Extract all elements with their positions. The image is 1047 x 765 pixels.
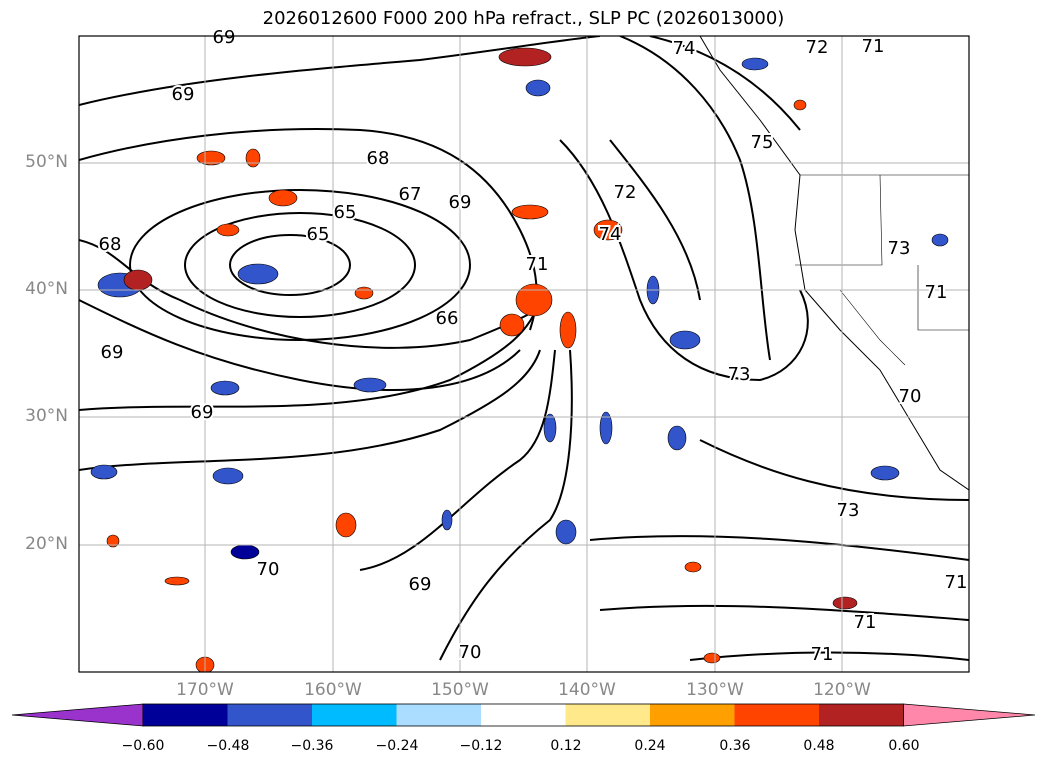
lon-label-160w: 160°W xyxy=(304,680,362,700)
colorbar-swatch xyxy=(227,704,312,726)
contour-label: 71 xyxy=(526,254,549,275)
lat-label-40n: 40°N xyxy=(25,279,68,299)
colorbar-tick: 0.36 xyxy=(719,738,751,754)
contour-label: 71 xyxy=(925,282,948,303)
contour-label: 68 xyxy=(99,234,122,255)
lat-label-20n: 20°N xyxy=(25,534,68,554)
colorbar xyxy=(11,703,1036,727)
lon-label-120w: 120°W xyxy=(813,680,871,700)
colorbar-swatch xyxy=(650,704,735,726)
contour-label: 69 xyxy=(213,27,236,48)
contour-label: 73 xyxy=(728,364,751,385)
contour-label: 73 xyxy=(888,238,911,259)
contour-label: 69 xyxy=(172,84,195,105)
lat-label-30n: 30°N xyxy=(25,406,68,426)
colorbar-tick: −0.48 xyxy=(206,738,250,754)
colorbar-extend-max xyxy=(903,703,1036,727)
contour-label: 75 xyxy=(751,132,774,153)
contour-label: 71 xyxy=(811,644,834,665)
colorbar-swatch xyxy=(481,704,566,726)
contour-label: 71 xyxy=(854,612,877,633)
contour-labels: 69 69 68 67 65 65 69 68 66 72 74 74 72 7… xyxy=(97,25,970,667)
contour-label: 67 xyxy=(399,184,422,205)
colorbar-tick: −0.24 xyxy=(375,738,419,754)
colorbar-tick: −0.36 xyxy=(290,738,334,754)
colorbar-swatch xyxy=(143,704,228,726)
contour-label: 68 xyxy=(367,148,390,169)
contour-label: 73 xyxy=(837,500,860,521)
colorbar-tick: −0.12 xyxy=(459,738,503,754)
contour-label: 69 xyxy=(191,402,214,423)
colorbar-swatch xyxy=(312,704,397,726)
lon-label-140w: 140°W xyxy=(558,680,616,700)
colorbar-swatch xyxy=(819,704,904,726)
contour-label: 70 xyxy=(459,642,482,663)
map-frame xyxy=(78,35,970,673)
lat-label-50n: 50°N xyxy=(25,152,68,172)
colorbar-swatch xyxy=(396,704,481,726)
contour-label: 70 xyxy=(257,559,280,580)
map-title: 2026012600 F000 200 hPa refract., SLP PC… xyxy=(262,8,785,29)
slp-contours xyxy=(79,36,969,661)
colorbar-swatch xyxy=(734,704,819,726)
contour-label: 70 xyxy=(899,386,922,407)
state-border xyxy=(795,174,969,366)
contour-label: 65 xyxy=(307,224,330,245)
contour-label: 72 xyxy=(806,37,829,58)
contour-label: 74 xyxy=(673,38,696,59)
colorbar-frame xyxy=(142,703,904,727)
colorbar-extend-min xyxy=(11,703,144,727)
contour-label: 65 xyxy=(334,202,357,223)
contour-label: 71 xyxy=(945,572,968,593)
colorbar-tick: 0.48 xyxy=(803,738,835,754)
contour-label: 69 xyxy=(409,574,432,595)
lon-label-150w: 150°W xyxy=(431,680,489,700)
coastline xyxy=(79,36,969,491)
lon-label-130w: 130°W xyxy=(686,680,744,700)
contour-label: 69 xyxy=(449,192,472,213)
contour-label: 71 xyxy=(862,36,885,57)
lon-label-170w: 170°W xyxy=(176,680,234,700)
contour-label: 66 xyxy=(436,308,459,329)
colorbar-tick: 0.12 xyxy=(550,738,582,754)
contour-label: 72 xyxy=(614,182,637,203)
contour-label: 74 xyxy=(599,224,622,245)
refractivity-patches xyxy=(90,47,949,672)
contour-label: 69 xyxy=(101,342,124,363)
colorbar-tick: −0.60 xyxy=(121,738,165,754)
colorbar-swatch xyxy=(565,704,650,726)
colorbar-tick: 0.60 xyxy=(888,738,920,754)
colorbar-tick: 0.24 xyxy=(634,738,666,754)
gridlines xyxy=(79,36,969,672)
